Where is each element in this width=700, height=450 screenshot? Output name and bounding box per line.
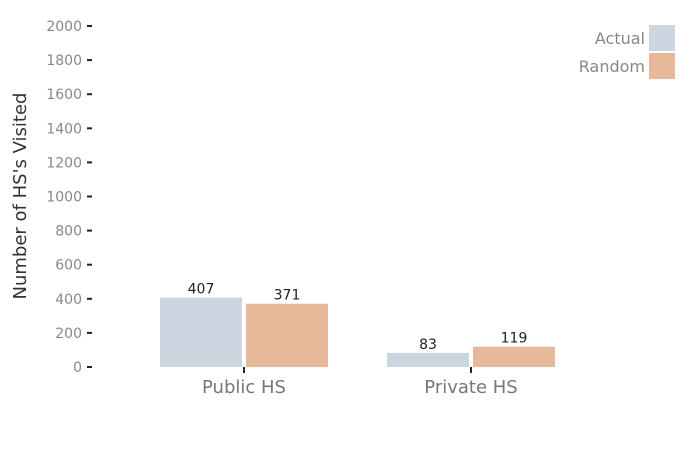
x-category-label: Public HS — [202, 377, 286, 398]
data-labels-group: 407 371 83 119 — [188, 282, 528, 353]
y-tick-label: 800 — [55, 224, 82, 240]
bar-actual — [387, 352, 469, 367]
bar-random — [246, 303, 328, 367]
bar-value-label: 83 — [419, 337, 437, 353]
legend: Actual Random — [579, 25, 675, 79]
y-tick-label: 1600 — [46, 87, 82, 103]
bar-value-label: 407 — [188, 282, 215, 298]
y-tick-label: 1800 — [46, 53, 82, 69]
legend-label-random: Random — [579, 57, 645, 76]
y-tick-label: 1000 — [46, 190, 82, 206]
bars-group — [160, 297, 555, 367]
x-axis: Public HS Private HS — [202, 367, 518, 398]
y-tick-label: 400 — [55, 292, 82, 308]
bar-actual — [160, 297, 242, 367]
y-axis: 0 200 400 600 800 1000 1200 1400 1600 1800 2000 — [46, 19, 92, 376]
legend-swatch-random — [649, 53, 675, 79]
y-tick-label: 200 — [55, 326, 82, 342]
y-tick-label: 0 — [73, 360, 82, 376]
x-category-label: Private HS — [424, 377, 517, 398]
bar-value-label: 371 — [274, 288, 301, 304]
bar-random — [473, 346, 555, 367]
y-tick-label: 1400 — [46, 121, 82, 137]
legend-label-actual: Actual — [595, 29, 645, 48]
bar-value-label: 119 — [501, 331, 528, 347]
y-tick-label: 600 — [55, 258, 82, 274]
y-axis-title: Number of HS's Visited — [10, 93, 31, 300]
y-tick-label: 2000 — [46, 19, 82, 35]
legend-swatch-actual — [649, 25, 675, 51]
y-tick-label: 1200 — [46, 155, 82, 171]
